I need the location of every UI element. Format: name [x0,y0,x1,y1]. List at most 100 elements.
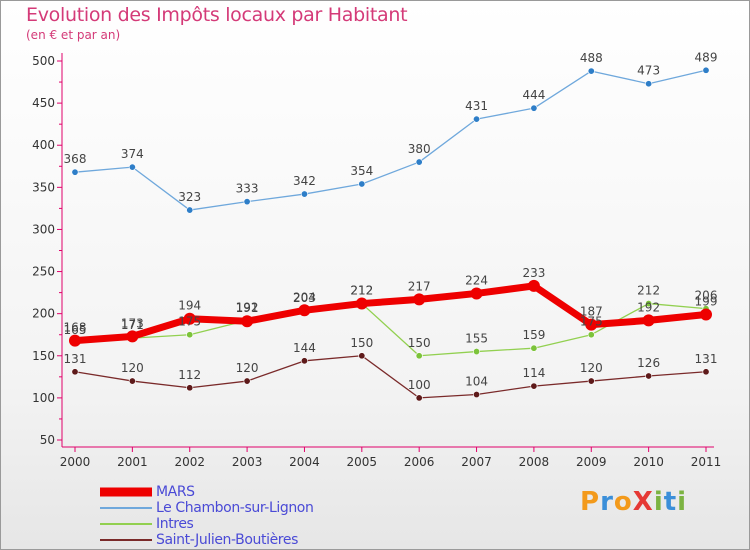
legend-item: Intres [100,516,380,532]
data-point [473,115,481,123]
data-point [700,308,712,321]
data-point [473,391,481,399]
data-label: 120 [236,361,259,375]
y-tick-label: 100 [32,391,55,405]
data-label: 431 [465,99,488,113]
x-tick-label: 2011 [691,455,722,469]
data-point [702,368,710,376]
data-label: 473 [637,64,660,78]
data-point [473,348,481,356]
series-layer [69,66,712,402]
data-point [186,331,194,339]
data-label: 224 [465,273,488,287]
data-label: 144 [293,341,316,355]
data-point [527,279,540,292]
data-point [128,377,136,385]
logo-letter: i [677,487,688,517]
data-point [645,372,653,380]
data-point [415,352,423,360]
y-tick-label: 500 [32,54,55,68]
data-label: 374 [121,147,144,161]
logo-letter: r [600,487,614,517]
x-tick-label: 2001 [117,455,148,469]
series-1 [71,66,710,214]
data-label: 488 [580,51,603,65]
series-line [74,355,707,399]
data-label: 175 [178,315,201,329]
data-point [642,314,655,327]
data-label: 191 [236,301,259,315]
data-point [530,344,538,352]
y-tick-label: 450 [32,96,55,110]
data-point [470,287,483,300]
legend-swatch [100,487,152,497]
data-point [183,312,196,325]
data-label: 159 [522,328,545,342]
data-label: 168 [64,321,87,335]
series-0 [69,279,712,347]
data-label: 323 [178,190,201,204]
y-tick-label: 200 [32,307,55,321]
data-label: 333 [236,182,259,196]
data-label: 212 [350,284,373,298]
data-point [645,80,653,88]
x-tick-label: 2002 [174,455,205,469]
data-point [585,318,598,331]
data-label: 354 [350,164,373,178]
data-label: 120 [121,361,144,375]
series-line [74,302,707,357]
y-tick-label: 250 [32,265,55,279]
data-label: 192 [637,300,660,314]
legend-swatch [100,539,152,541]
data-label: 194 [178,299,201,313]
data-label: 171 [121,318,144,332]
data-point [530,104,538,112]
logo-letter: t [663,487,678,517]
data-point [587,67,595,75]
data-point [243,198,251,206]
logo-letter: i [653,487,664,517]
x-tick-label: 2006 [404,455,435,469]
data-point [587,377,595,385]
y-tick-label: 50 [40,433,55,447]
x-tick-label: 2005 [347,455,378,469]
data-point [298,304,311,317]
data-label: 203 [293,291,316,305]
legend-swatch [100,507,152,509]
data-point [126,330,139,343]
x-tick-label: 2004 [289,455,320,469]
chart-title: Evolution des Impôts locaux par Habitant [26,4,408,26]
y-tick-label: 150 [32,349,55,363]
legend-swatch [100,523,152,525]
data-point [300,357,308,365]
data-label: 120 [580,361,603,375]
x-tick-label: 2008 [519,455,550,469]
data-point [413,293,426,306]
chart-subtitle: (en € et par an) [26,28,121,42]
data-point [300,190,308,198]
data-point [69,334,81,347]
logo-letter: o [613,487,633,517]
data-label: 204 [293,290,316,304]
data-label: 173 [121,316,144,330]
legend-label: MARS [156,484,195,500]
x-tick-label: 2009 [576,455,607,469]
data-label: 217 [408,279,431,293]
data-point [186,384,194,392]
x-tick-label: 2010 [633,455,664,469]
data-label: 100 [408,378,431,392]
data-label: 212 [637,284,660,298]
data-point [530,382,538,390]
data-label: 175 [580,315,603,329]
data-point [128,163,136,171]
x-tick-label: 2003 [232,455,263,469]
x-tick-label: 2007 [461,455,492,469]
data-label: 342 [293,174,316,188]
data-label: 192 [236,300,259,314]
logo-letter: X [632,487,654,517]
data-label: 114 [522,366,545,380]
legend-item: Saint-Julien-Boutières [100,532,380,548]
